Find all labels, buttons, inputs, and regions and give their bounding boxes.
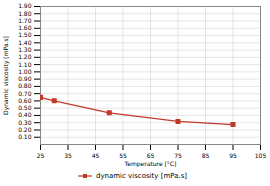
svg-text:0.20: 0.20 <box>18 126 32 133</box>
svg-text:45: 45 <box>92 152 100 159</box>
svg-text:35: 35 <box>64 152 72 159</box>
svg-text:0.90: 0.90 <box>18 75 32 82</box>
svg-text:1.10: 1.10 <box>18 61 32 68</box>
svg-text:1.40: 1.40 <box>18 39 32 46</box>
svg-text:1.90: 1.90 <box>18 2 32 9</box>
svg-text:1.60: 1.60 <box>18 24 32 31</box>
svg-text:1.30: 1.30 <box>18 46 32 53</box>
svg-text:95: 95 <box>229 152 237 159</box>
svg-text:0.70: 0.70 <box>18 90 32 97</box>
svg-text:0.80: 0.80 <box>18 82 32 89</box>
svg-text:55: 55 <box>119 152 127 159</box>
svg-text:0.50: 0.50 <box>18 104 32 111</box>
svg-text:0.40: 0.40 <box>18 111 32 118</box>
svg-text:85: 85 <box>202 152 210 159</box>
svg-text:25: 25 <box>37 152 45 159</box>
svg-text:0.60: 0.60 <box>18 97 32 104</box>
svg-text:75: 75 <box>174 152 182 159</box>
svg-text:1.70: 1.70 <box>18 17 32 24</box>
svg-text:Dynamic viscosity [mPa.s]: Dynamic viscosity [mPa.s] <box>2 36 10 115</box>
html-text:dynamic viscosity [mPa.s]: dynamic viscosity [mPa.s] <box>96 172 187 180</box>
svg-text:1.00: 1.00 <box>18 68 32 75</box>
svg-text:0.10: 0.10 <box>18 133 32 140</box>
svg-text:105: 105 <box>255 152 267 159</box>
svg-text:Temperature [°C]: Temperature [°C] <box>124 160 177 168</box>
svg-text:65: 65 <box>147 152 155 159</box>
svg-text:1.80: 1.80 <box>18 10 32 17</box>
svg-text:1.20: 1.20 <box>18 53 32 60</box>
svg-text:1.50: 1.50 <box>18 31 32 38</box>
svg-text:0.30: 0.30 <box>18 119 32 126</box>
